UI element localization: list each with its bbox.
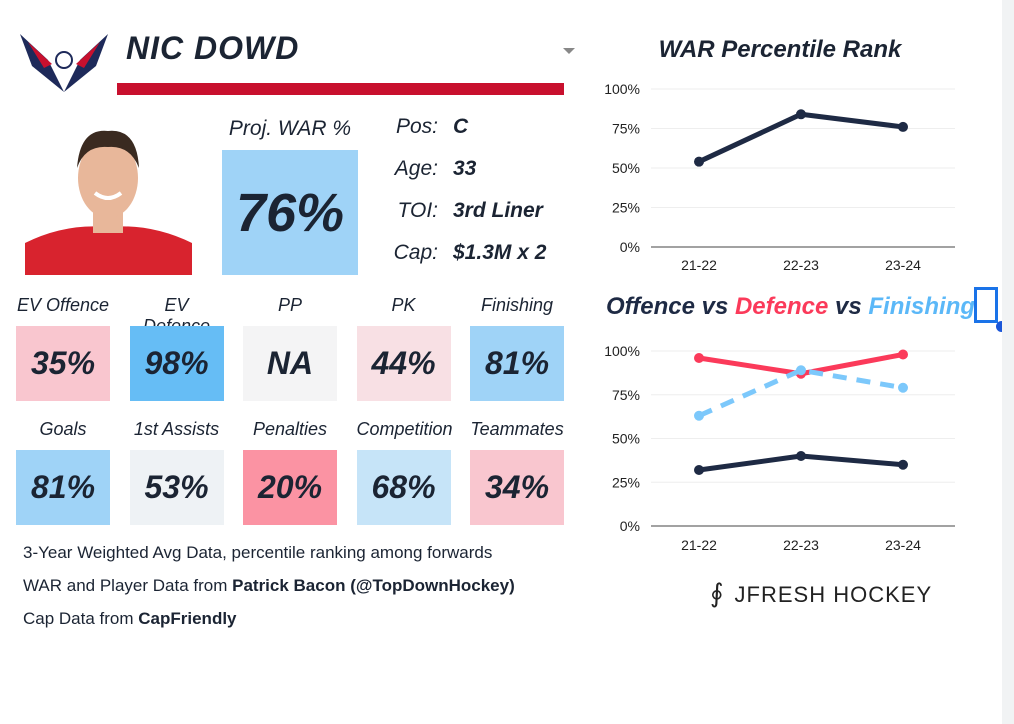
info-label: Pos: [395,115,438,138]
proj-war-value: 76% [222,150,358,275]
footer-note: 3-Year Weighted Avg Data, percentile ran… [23,543,493,562]
info-value: 33 [453,157,477,180]
stat-label: Teammates [470,419,564,439]
stat-label: PP [277,295,302,315]
jfresh-brand: ∮ JFRESH HOCKEY [710,578,933,608]
series-line-finishing [697,367,904,419]
data-point-offence [694,465,704,475]
info-label: TOI: [397,199,438,222]
stat-label: EV Offence [16,295,110,315]
x-tick-label: 23-24 [885,537,921,553]
selection-box[interactable] [974,287,998,323]
footer-war-credit: WAR and Player Data from Patrick Bacon (… [23,576,515,595]
stat-tile: 68% [356,450,451,525]
war-chart-title: WAR Percentile Rank [658,36,902,63]
scrollbar[interactable] [1002,0,1014,724]
ovd-chart-title: Offence vs Defence vs Finishing [606,293,976,320]
y-tick-label: 25% [612,200,640,216]
stat-label: Penalties [252,419,328,439]
stat-tile: 81% [470,326,564,401]
info-value: $1.3M x 2 [453,241,547,264]
stat-tile: 20% [243,450,337,525]
stat-label: Goals [39,419,87,439]
player-dropdown-caret-icon[interactable] [563,48,575,54]
proj-war-label: Proj. WAR % [228,117,352,140]
x-tick-label: 22-23 [783,257,819,273]
stat-tile: 98% [129,326,224,401]
series-line-war [697,111,904,164]
player-photo [25,130,192,275]
stat-tile: 34% [470,450,564,525]
capfriendly-credit: CapFriendly [138,609,237,628]
info-value: C [453,115,469,138]
data-point-war [694,156,704,167]
data-point-offence [796,451,806,461]
data-point-defence [694,353,704,363]
data-point-war [796,109,806,120]
player-name: NIC DOWD [126,30,300,66]
stat-label: PK [391,295,416,315]
capitals-logo [20,34,108,92]
info-label: Cap: [393,241,438,264]
stat-label: Finishing [480,295,554,315]
y-tick-label: 75% [612,121,640,137]
x-tick-label: 21-22 [681,537,717,553]
y-tick-label: 100% [604,81,640,97]
footer-cap-credit: Cap Data from CapFriendly [23,609,237,628]
y-tick-label: 0% [620,239,640,255]
stat-tile: 53% [129,450,224,525]
data-point-war [898,121,908,132]
x-tick-label: 21-22 [681,257,717,273]
x-tick-label: 22-23 [783,537,819,553]
data-point-offence [898,459,908,470]
resize-handle[interactable] [996,321,1007,332]
y-tick-label: 50% [612,160,640,176]
stat-tile: 81% [16,450,110,525]
stat-label: Competition [356,419,453,439]
stat-label: 1st Assists [133,419,220,439]
data-point-finishing [694,410,704,421]
x-tick-label: 23-24 [885,257,921,273]
stat-tile: NA [243,326,337,401]
title-underline [117,83,564,95]
data-point-defence [898,349,908,360]
data-point-finishing [796,365,806,376]
info-label: Age: [394,157,438,180]
y-tick-label: 100% [604,343,640,359]
y-tick-label: 50% [612,431,640,447]
jfresh-logo-icon: ∮ [710,578,725,608]
stat-tile: 44% [356,326,451,401]
info-value: 3rd Liner [453,199,543,222]
stat-tile: 35% [16,326,110,401]
patrick-bacon-credit: Patrick Bacon (@TopDownHockey) [232,576,515,595]
data-point-finishing [898,382,908,393]
y-tick-label: 0% [620,518,640,534]
y-tick-label: 25% [612,474,640,490]
y-tick-label: 75% [612,387,640,403]
